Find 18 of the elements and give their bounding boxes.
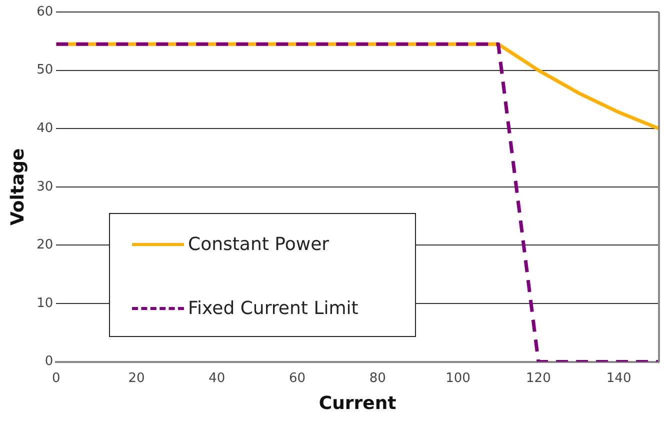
y-tick-label: 50 <box>36 62 54 78</box>
y-tick-label: 0 <box>44 354 54 370</box>
y-tick-label: 40 <box>36 120 54 136</box>
x-tick-label: 120 <box>526 370 551 386</box>
x-tick-label: 100 <box>446 370 470 386</box>
legend-label: Fixed Current Limit <box>188 298 358 318</box>
x-tick-label: 140 <box>606 370 632 386</box>
x-tick-label: 80 <box>369 370 386 386</box>
y-tick-label: 10 <box>36 296 54 311</box>
legend-label: Constant Power <box>188 234 330 254</box>
x-axis-title: Current <box>318 392 397 414</box>
x-tick-label: 40 <box>208 370 226 386</box>
y-tick-label: 20 <box>36 238 54 253</box>
y-tick-label: 60 <box>36 4 54 20</box>
y-tick-label: 30 <box>36 179 54 194</box>
y-axis-title: Voltage <box>7 148 28 226</box>
x-tick-label: 60 <box>289 370 306 386</box>
x-tick-label: 20 <box>128 370 145 386</box>
